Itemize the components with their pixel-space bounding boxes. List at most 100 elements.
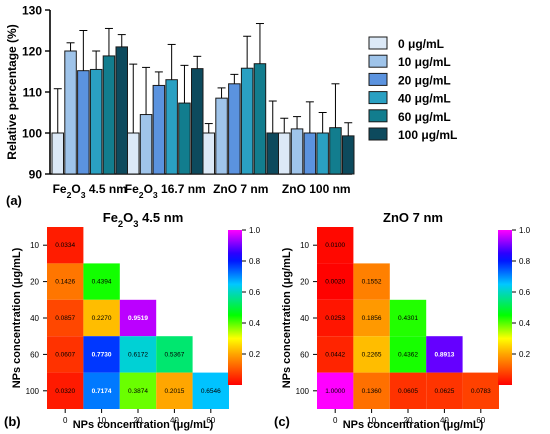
heatmap-cell [47, 263, 84, 300]
x-category-label: Fe2O3 16.7 nm [125, 182, 206, 200]
y-axis-label: NPs concentration (μg/mL) [281, 247, 293, 388]
heatmap-value: 0.8913 [434, 351, 454, 358]
heatmap-cell [119, 372, 157, 409]
heatmap-value: 0.6546 [201, 388, 221, 395]
x-tick-label: 60 [476, 416, 485, 425]
heatmap-value: 0.0020 [325, 279, 345, 286]
heatmap-value: 0.0607 [55, 351, 75, 358]
heatmap-value: 0.0605 [398, 388, 418, 395]
heatmap-value: 0.0334 [55, 242, 75, 249]
y-tick-label: 100 [22, 127, 42, 141]
bar [329, 127, 342, 175]
y-tick-label: 10 [300, 241, 309, 250]
panel-label: (a) [6, 193, 22, 208]
heatmap-cell [389, 372, 427, 409]
heatmap-cell [317, 227, 354, 264]
x-tick-label: 20 [134, 416, 143, 425]
heatmap-value: 1.0000 [325, 388, 345, 395]
heatmap-cell [156, 336, 193, 373]
bar [240, 67, 254, 175]
heatmap-value: 0.5367 [164, 351, 184, 358]
y-axis-label: Relative percentage (%) [5, 24, 19, 159]
bar [127, 132, 140, 175]
colorbar-tick-label: 0.2 [249, 350, 261, 359]
heatmap-cell [462, 372, 499, 409]
y-axis-label: NPs concentration (μg/mL) [11, 247, 23, 388]
colorbar-tick-label: 1.0 [519, 226, 531, 235]
bar [253, 63, 267, 175]
colorbar-tick-label: 0.6 [519, 288, 531, 297]
bar [316, 132, 329, 175]
legend-swatch [368, 54, 388, 68]
y-tick-label: 20 [30, 278, 39, 287]
x-tick-label: 40 [440, 416, 449, 425]
x-axis-label: NPs concentration (μg/mL) [343, 419, 484, 431]
x-tick-label: 0 [63, 416, 68, 425]
bar [278, 132, 291, 175]
heatmap-value: 0.2265 [362, 351, 382, 358]
legend-label: 40 μg/mL [398, 92, 451, 106]
x-category-label: ZnO 7 nm [213, 182, 268, 196]
heatmap-value: 0.1552 [362, 279, 382, 286]
colorbar [498, 230, 512, 385]
y-tick-label: 10 [30, 241, 39, 250]
legend-label: 0 μg/mL [398, 37, 444, 51]
bar [77, 70, 90, 175]
heatmap-value: 0.0100 [325, 242, 345, 249]
legend-swatch [368, 72, 388, 86]
panel-label: (c) [274, 414, 290, 429]
bar [290, 128, 304, 175]
heatmap-cell [192, 372, 229, 409]
heatmap-value: 0.2015 [164, 388, 184, 395]
bar [228, 83, 241, 175]
heatmap-value: 0.0442 [325, 351, 345, 358]
x-axis-label: NPs concentration (μg/mL) [73, 419, 214, 431]
x-tick-label: 60 [206, 416, 215, 425]
heatmap-value: 0.9519 [128, 315, 148, 322]
bar [202, 132, 215, 175]
bar [139, 114, 153, 175]
colorbar-tick-label: 1.0 [249, 226, 261, 235]
heatmap-value: 0.6172 [128, 351, 148, 358]
heatmap-value: 0.4301 [398, 315, 418, 322]
heatmap-cell [317, 263, 354, 300]
heatmap-cell [47, 336, 84, 373]
heatmap-cell [389, 299, 427, 337]
colorbar [228, 230, 242, 385]
colorbar-tick-label: 0.8 [249, 257, 261, 266]
heatmap-value: 0.3874 [128, 388, 148, 395]
bar [115, 46, 128, 175]
heatmap-cell [317, 299, 354, 337]
heatmap-cell [156, 372, 193, 409]
colorbar-tick-label: 0.2 [519, 350, 531, 359]
heatmap-value: 0.0253 [325, 315, 345, 322]
x-tick-label: 0 [333, 416, 338, 425]
heatmap-cell [353, 336, 390, 373]
heatmap-cell [389, 336, 427, 373]
heatmap-title: Fe2O3 4.5 nm [103, 210, 184, 229]
heatmap-title: ZnO 7 nm [383, 210, 443, 225]
bar [51, 132, 64, 175]
colorbar-tick-label: 0.8 [519, 257, 531, 266]
bar [64, 50, 77, 175]
x-tick-label: 40 [170, 416, 179, 425]
heatmap-value: 0.1426 [55, 279, 75, 286]
legend-label: 60 μg/mL [398, 110, 451, 124]
heatmap-value: 0.0625 [434, 388, 454, 395]
heatmap-cell [83, 299, 120, 337]
heatmap-cell [426, 336, 463, 373]
y-tick-label: 60 [30, 350, 39, 359]
bar [215, 97, 228, 175]
y-tick-label: 20 [300, 278, 309, 287]
heatmap-cell [317, 372, 354, 409]
bar [102, 55, 116, 175]
x-category-label: ZnO 100 nm [282, 182, 351, 196]
heatmap-cell [47, 299, 84, 337]
heatmap-value: 0.0783 [471, 388, 491, 395]
heatmap-cell [119, 336, 157, 373]
bar [191, 68, 204, 175]
y-tick-label: 40 [30, 314, 39, 323]
y-tick-label: 130 [22, 4, 42, 18]
colorbar-tick-label: 0.4 [249, 319, 261, 328]
